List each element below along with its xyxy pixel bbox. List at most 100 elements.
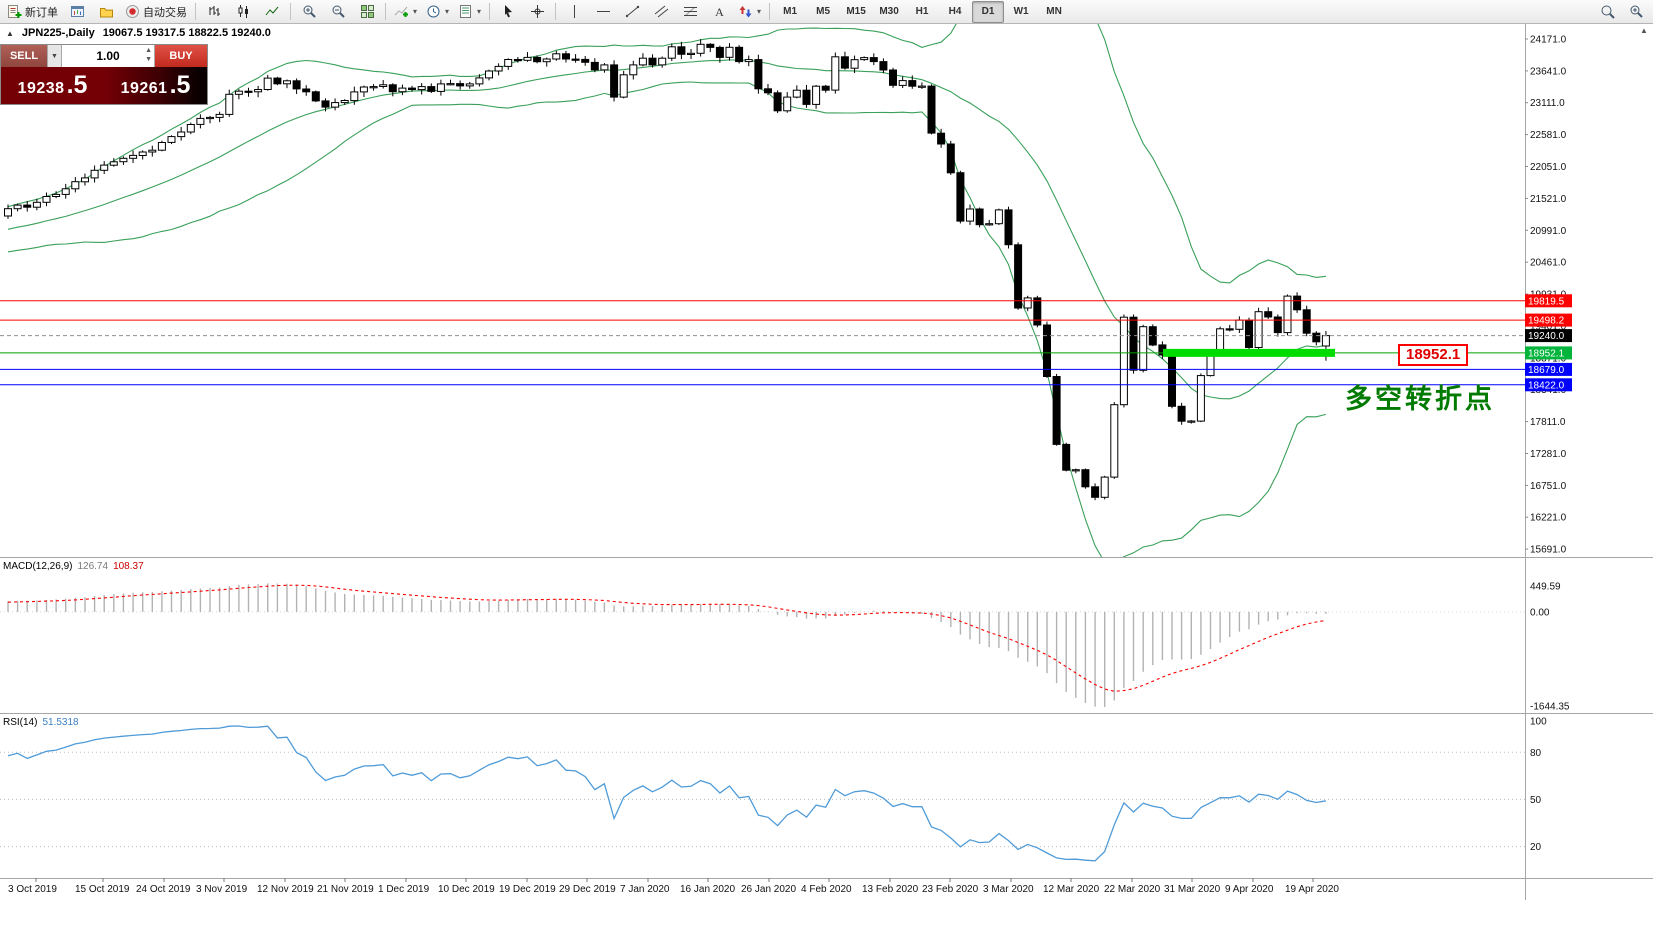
bar-chart-button[interactable] xyxy=(200,1,228,23)
price-tick-label: 17281.0 xyxy=(1530,449,1567,460)
macd-tick-label: 449.59 xyxy=(1530,582,1561,593)
rsi-pane[interactable] xyxy=(0,725,1525,862)
text-button[interactable]: A xyxy=(705,1,733,23)
rsi-tick-label: 80 xyxy=(1530,748,1542,759)
crosshair-button[interactable] xyxy=(523,1,551,23)
clock-icon xyxy=(426,4,441,19)
toolbar: 新订单 自动交易 ▾ ▾ ▾ A ▾ M1 M5 M15 M30 H1 H4 D1 W1 MN xyxy=(0,0,1653,24)
profiles-button[interactable] xyxy=(92,1,120,23)
templates-button[interactable]: ▾ xyxy=(454,1,485,23)
tf-d1-button[interactable]: D1 xyxy=(972,0,1005,23)
symbol-period-label: JPN225-,Daily xyxy=(21,27,95,39)
price-scale[interactable]: 24171.0 23641.0 23111.0 22581.0 22051.0 21521… xyxy=(1525,35,1572,854)
order-options-caret[interactable]: ▼ xyxy=(47,45,62,67)
zoom-in-button[interactable] xyxy=(295,1,323,23)
zoom-out-button[interactable] xyxy=(324,1,352,23)
date-label: 26 Jan 2020 xyxy=(741,884,796,895)
date-label: 31 Mar 2020 xyxy=(1164,884,1221,895)
line-chart-button[interactable] xyxy=(258,1,286,23)
tf-m15-button[interactable]: M15 xyxy=(840,1,872,23)
tf-h1-button[interactable]: H1 xyxy=(906,1,938,23)
tf-m1-button[interactable]: M1 xyxy=(774,1,806,23)
bid-price[interactable]: 19238.5 xyxy=(17,71,88,99)
horizontal-line-button[interactable] xyxy=(589,1,617,23)
button-label: 自动交易 xyxy=(143,6,187,19)
toolbar-separator xyxy=(385,3,386,20)
price-tag-label: 18679.0 xyxy=(1528,365,1565,376)
price-tick-label: 20461.0 xyxy=(1530,258,1567,269)
fibonacci-button[interactable] xyxy=(676,1,704,23)
crosshair-icon xyxy=(530,4,545,19)
button-label: MN xyxy=(1046,6,1062,17)
arrows-button[interactable]: ▾ xyxy=(734,1,765,23)
date-label: 9 Apr 2020 xyxy=(1225,884,1274,895)
indicator-plus-icon xyxy=(394,4,409,19)
new-order-icon xyxy=(7,4,22,19)
price-tag-label: 19240.0 xyxy=(1528,331,1565,342)
chart-window-icon xyxy=(70,4,85,19)
search-zoom-button[interactable] xyxy=(1593,1,1621,23)
template-icon xyxy=(458,4,473,19)
channel-button[interactable] xyxy=(647,1,675,23)
cursor-icon xyxy=(501,4,516,19)
price-tick-label: 23641.0 xyxy=(1530,66,1567,77)
button-label: M30 xyxy=(879,6,899,17)
toolbar-separator xyxy=(195,3,196,20)
spin-up-icon[interactable]: ▲ xyxy=(145,47,152,54)
one-click-collapse-icon[interactable]: ▲ xyxy=(6,28,14,38)
price-scale-scroll-icon[interactable]: ▲ xyxy=(1640,26,1648,35)
periods-button[interactable]: ▾ xyxy=(422,1,453,23)
search-button[interactable] xyxy=(1622,1,1650,23)
price-tick-label: 19401.0 xyxy=(1530,321,1567,332)
tile-windows-button[interactable] xyxy=(353,1,381,23)
macd-pane[interactable] xyxy=(0,583,1525,707)
tf-m30-button[interactable]: M30 xyxy=(873,1,905,23)
tf-mn-button[interactable]: MN xyxy=(1038,1,1070,23)
buy-button[interactable]: BUY xyxy=(155,45,207,67)
price-tag xyxy=(1525,362,1572,376)
time-scale[interactable]: 3 Oct 2019 15 Oct 2019 24 Oct 2019 3 Nov 20… xyxy=(8,878,1339,895)
dropdown-caret-icon: ▾ xyxy=(757,7,762,16)
profiles-icon xyxy=(99,4,114,19)
sell-button[interactable]: SELL xyxy=(1,45,47,67)
chart-header: ▲ JPN225-,Daily 19067.5 19317.5 18822.5 … xyxy=(6,27,271,39)
button-label: M5 xyxy=(816,6,831,17)
ask-price[interactable]: 19261.5 xyxy=(120,71,191,99)
main-price-pane[interactable] xyxy=(0,24,1525,563)
chart-area[interactable]: 24171.0 23641.0 23111.0 22581.0 22051.0 21521… xyxy=(0,24,1653,945)
macd-label: MACD(12,26,9) 126.74 108.37 xyxy=(3,561,144,572)
new-order-button[interactable]: 新订单 xyxy=(3,1,62,23)
button-label: M15 xyxy=(846,6,866,17)
charts-window-button[interactable] xyxy=(63,1,91,23)
dropdown-caret-icon: ▾ xyxy=(413,7,418,16)
button-label: H4 xyxy=(948,6,962,17)
button-label: D1 xyxy=(981,6,995,17)
date-label: 12 Nov 2019 xyxy=(257,884,314,895)
linechart-icon xyxy=(265,4,280,19)
tf-m5-button[interactable]: M5 xyxy=(807,1,839,23)
turning-point-note[interactable]: 多空转折点 xyxy=(1345,384,1495,415)
button-label: 新订单 xyxy=(25,6,58,19)
dropdown-caret-icon: ▾ xyxy=(477,7,482,16)
tf-h4-button[interactable]: H4 xyxy=(939,1,971,23)
trendline-button[interactable] xyxy=(618,1,646,23)
toolbar-separator xyxy=(769,3,771,20)
price-tick-label: 24171.0 xyxy=(1530,35,1567,46)
spin-down-icon[interactable]: ▼ xyxy=(145,56,152,63)
date-label: 23 Feb 2020 xyxy=(922,884,979,895)
vertical-line-button[interactable] xyxy=(560,1,588,23)
date-label: 3 Nov 2019 xyxy=(196,884,248,895)
toolbar-separator xyxy=(555,3,557,20)
date-label: 19 Apr 2020 xyxy=(1285,884,1339,895)
volume-field[interactable]: 1.00 ▲ ▼ xyxy=(62,45,155,67)
level-price-label[interactable]: 18952.1 xyxy=(1398,344,1469,366)
volume-spinner[interactable]: ▲ ▼ xyxy=(145,46,152,64)
candlestick-button[interactable] xyxy=(229,1,257,23)
tf-w1-button[interactable]: W1 xyxy=(1005,1,1037,23)
price-tick-label: 16751.0 xyxy=(1530,481,1567,492)
autotrading-button[interactable]: 自动交易 xyxy=(121,1,191,23)
one-click-trading-panel: SELL ▼ 1.00 ▲ ▼ BUY 19238.5 19261.5 xyxy=(0,44,208,105)
vline-icon xyxy=(567,4,582,19)
cursor-button[interactable] xyxy=(494,1,522,23)
indicators-button[interactable]: ▾ xyxy=(390,1,421,23)
